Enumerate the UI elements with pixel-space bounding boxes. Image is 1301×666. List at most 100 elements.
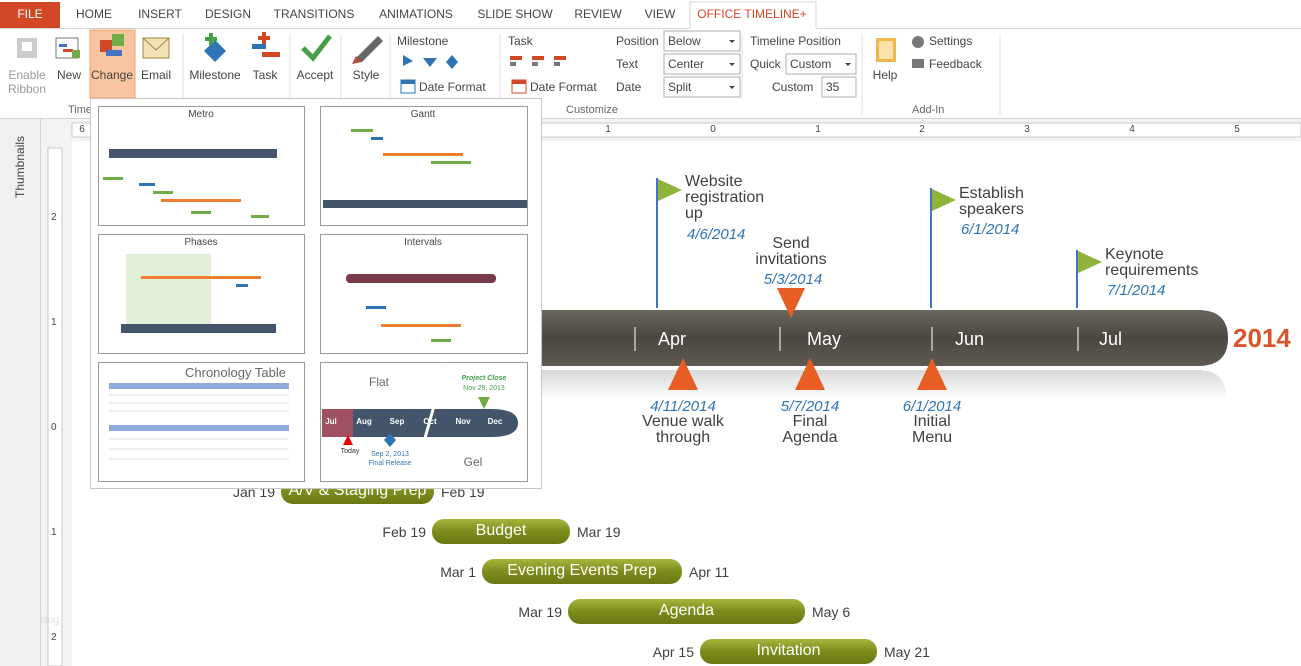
ribbon-button[interactable]: Enable Ribbon bbox=[7, 68, 47, 96]
ribbon-tab[interactable]: SLIDE SHOW bbox=[477, 7, 553, 21]
dropdown[interactable]: Custom bbox=[790, 57, 832, 71]
ribbon-tab[interactable]: FILE bbox=[17, 7, 43, 21]
ribbon-tab[interactable]: DESIGN bbox=[204, 7, 252, 21]
task-start: Apr 15 bbox=[652, 644, 694, 660]
ruler-label: 0 bbox=[710, 124, 716, 135]
ruler-label: 1 bbox=[605, 124, 611, 135]
ribbon-button[interactable]: Task bbox=[252, 68, 278, 82]
mini-label: Today bbox=[340, 448, 360, 455]
mini-label: Sep 2, 2013 bbox=[371, 451, 409, 458]
label: Milestone bbox=[397, 34, 449, 48]
watermark: blog bbox=[40, 615, 59, 626]
task-end: May 21 bbox=[884, 644, 930, 660]
ruler-label: 0 bbox=[51, 422, 57, 433]
ribbon-tab[interactable]: HOME bbox=[76, 7, 112, 21]
style-title[interactable]: Intervals bbox=[404, 237, 442, 248]
milestone-date: 6/1/2014 bbox=[961, 221, 1020, 238]
ruler-label: 5 bbox=[1234, 124, 1240, 135]
ruler-label: 2 bbox=[51, 212, 57, 223]
label: Custom bbox=[772, 80, 814, 94]
ribbon-button[interactable]: Milestone bbox=[189, 68, 241, 82]
field-label: Position bbox=[616, 34, 659, 48]
ribbon-tab[interactable]: INSERT bbox=[138, 7, 182, 21]
year-label: 2014 bbox=[1233, 323, 1291, 353]
task-bar-label: Budget bbox=[475, 522, 527, 539]
ribbon-button[interactable]: Feedback bbox=[929, 57, 982, 71]
ruler-label: 4 bbox=[1129, 124, 1135, 135]
ruler-label: 3 bbox=[1024, 124, 1030, 135]
ribbon-tab[interactable]: TRANSITIONS bbox=[273, 7, 355, 21]
ribbon-button[interactable]: Style bbox=[352, 68, 380, 82]
milestone-title: Keynote requirements bbox=[1105, 246, 1199, 279]
label: Quick bbox=[750, 57, 781, 71]
ruler-label: 1 bbox=[51, 527, 57, 538]
task-start: Mar 19 bbox=[518, 604, 562, 620]
ruler-label: 2 bbox=[919, 124, 925, 135]
dropdown[interactable]: Date Format bbox=[419, 80, 486, 94]
group-label: Add-In bbox=[912, 104, 945, 116]
milestone-title: Website registration up bbox=[685, 173, 765, 222]
milestone-title: Send invitations bbox=[755, 235, 827, 268]
milestone-date: 4/11/2014 bbox=[650, 398, 716, 415]
mini-label: Final Release bbox=[368, 460, 412, 467]
dropdown[interactable]: Split bbox=[668, 80, 692, 94]
gallery-tiles bbox=[98, 106, 528, 482]
style-title[interactable]: Metro bbox=[188, 109, 214, 120]
mini-month: Aug bbox=[356, 417, 372, 426]
task-start: Feb 19 bbox=[382, 524, 426, 540]
month-label: Jun bbox=[955, 329, 985, 349]
ruler-label: 2 bbox=[51, 632, 57, 643]
task-start: Mar 1 bbox=[440, 564, 476, 580]
milestone-title: Establish speakers bbox=[959, 185, 1024, 218]
ruler-label: 6 bbox=[79, 124, 85, 135]
ribbon-button[interactable]: Help bbox=[872, 68, 898, 82]
task-bar-label: Evening Events Prep bbox=[507, 562, 657, 579]
ribbon-tab[interactable]: REVIEW bbox=[574, 7, 622, 21]
style-title[interactable]: Chronology Table bbox=[185, 365, 286, 380]
ribbon-button[interactable]: Email bbox=[140, 68, 172, 82]
style-gallery: Metro Gantt Phases Intervals Chronology Tabl… bbox=[90, 98, 542, 489]
mini-month: Sep bbox=[389, 417, 405, 426]
group-label: Customize bbox=[566, 104, 618, 116]
milestone-title: Initial Menu bbox=[911, 413, 953, 446]
field-label: Date bbox=[616, 80, 642, 94]
milestone-title: Venue walk through bbox=[642, 413, 724, 446]
task-bar-label: Invitation bbox=[756, 642, 821, 659]
ribbon-tab[interactable]: ANIMATIONS bbox=[379, 7, 453, 21]
ribbon-button[interactable]: New bbox=[56, 68, 82, 82]
ruler-label: 1 bbox=[815, 124, 821, 135]
dropdown[interactable]: Date Format bbox=[530, 80, 597, 94]
label: Task bbox=[508, 34, 533, 48]
style-title[interactable]: Flat bbox=[368, 375, 390, 389]
label: Timeline Position bbox=[750, 34, 841, 48]
mini-label: Nov 29, 2013 bbox=[463, 385, 505, 392]
milestone-date: 6/1/2014 bbox=[902, 398, 962, 415]
ruler-label: 1 bbox=[51, 317, 57, 328]
ribbon-button[interactable]: Change bbox=[90, 68, 134, 82]
task-end: Mar 19 bbox=[577, 524, 621, 540]
milestone-title: Final Agenda bbox=[782, 413, 838, 446]
dropdown[interactable]: Below bbox=[668, 34, 701, 48]
task-end: Apr 11 bbox=[689, 564, 730, 580]
style-title[interactable]: Gantt bbox=[410, 109, 436, 120]
panel-label: Thumbnails bbox=[13, 135, 27, 198]
ribbon-tab[interactable]: OFFICE TIMELINE+ bbox=[697, 7, 807, 21]
field-label: Text bbox=[616, 57, 639, 71]
month-label: Apr bbox=[658, 329, 687, 349]
style-title[interactable]: Phases bbox=[184, 237, 218, 248]
milestone-date: 5/7/2014 bbox=[780, 398, 840, 415]
ribbon-button[interactable]: Accept bbox=[296, 68, 334, 82]
mini-month: Jul bbox=[325, 417, 337, 426]
mini-label: Project Close bbox=[461, 375, 507, 382]
style-title[interactable]: Gel bbox=[463, 455, 483, 469]
task-end: May 6 bbox=[812, 604, 851, 620]
mini-month: Dec bbox=[487, 417, 503, 426]
month-label: May bbox=[807, 329, 842, 349]
milestone-date: 7/1/2014 bbox=[1107, 282, 1166, 299]
ribbon-button[interactable]: Settings bbox=[929, 34, 973, 48]
month-label: Jul bbox=[1099, 329, 1123, 349]
ribbon-tab[interactable]: VIEW bbox=[644, 7, 676, 21]
input[interactable]: 35 bbox=[826, 80, 840, 94]
dropdown[interactable]: Center bbox=[668, 57, 705, 71]
